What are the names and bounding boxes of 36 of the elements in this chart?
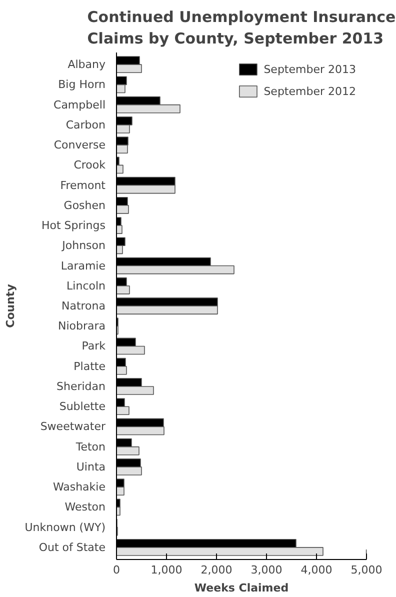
y-tick-label: Teton (74, 440, 106, 454)
y-tick-label: Natrona (61, 300, 106, 312)
y-tick-label: Weston (64, 500, 106, 514)
y-tick-label: Campbell (54, 98, 106, 112)
x-tick-label: 0 (113, 564, 120, 576)
y-tick-label: Park (82, 340, 106, 353)
y-tick-label: Unknown (WY) (24, 520, 106, 534)
y-tick-label: Sublette (59, 400, 106, 414)
x-tick-label: 5,000 (350, 564, 382, 576)
y-tick-label: Hot Springs (41, 219, 106, 232)
y-axis-title: County (4, 284, 17, 328)
y-tick-label: Laramie (60, 259, 106, 272)
x-tick-label: 2,000 (200, 564, 232, 576)
chart-title: Continued Unemployment Insurance Claims by County, September 2013 (87, 8, 396, 48)
y-tick-label: Carbon (66, 118, 106, 132)
y-tick-label: Goshen (64, 198, 106, 212)
y-tick-label: Crook (74, 158, 106, 172)
legend-label: September 2012 (264, 84, 356, 98)
y-tick-label: Washakie (52, 480, 106, 494)
y-tick-label: Niobrara (58, 320, 106, 333)
y-tick-label: Converse (54, 138, 106, 152)
y-tick-label: Big Horn (58, 78, 106, 92)
y-tick-label: Fremont (60, 178, 106, 192)
y-tick-label: Sheridan (56, 380, 106, 393)
y-tick-label: Lincoln (66, 279, 106, 292)
x-tick-label: 3,000 (250, 564, 282, 576)
legend-label: September 2013 (264, 62, 356, 76)
y-tick-label: Albany (68, 58, 106, 72)
x-tick-label: 1,000 (150, 564, 182, 576)
y-tick-label: Platte (74, 360, 106, 373)
y-tick-label: Uinta (76, 460, 106, 474)
x-axis-title: Weeks Claimed (194, 582, 289, 594)
x-tick-label: 4,000 (300, 564, 332, 576)
y-tick-label: Sweetwater (40, 420, 106, 434)
y-tick-label: Johnson (61, 239, 106, 252)
y-tick-label: Out of State (38, 540, 106, 554)
